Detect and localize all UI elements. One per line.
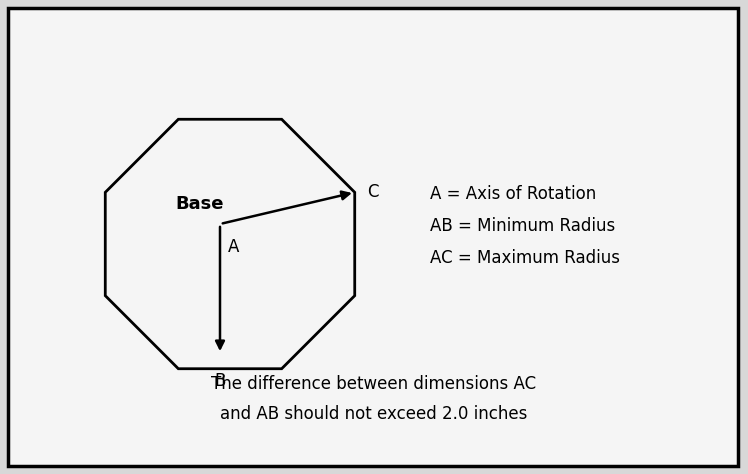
Text: C: C bbox=[367, 183, 378, 201]
Text: Base: Base bbox=[175, 195, 224, 213]
Text: AB = Minimum Radius: AB = Minimum Radius bbox=[430, 217, 616, 235]
Text: B: B bbox=[215, 372, 226, 390]
Polygon shape bbox=[105, 119, 355, 369]
Text: AC = Maximum Radius: AC = Maximum Radius bbox=[430, 249, 620, 267]
Text: and AB should not exceed 2.0 inches: and AB should not exceed 2.0 inches bbox=[221, 405, 527, 423]
Text: The difference between dimensions AC: The difference between dimensions AC bbox=[212, 375, 536, 393]
Text: A = Axis of Rotation: A = Axis of Rotation bbox=[430, 185, 596, 203]
Text: A: A bbox=[228, 238, 239, 256]
